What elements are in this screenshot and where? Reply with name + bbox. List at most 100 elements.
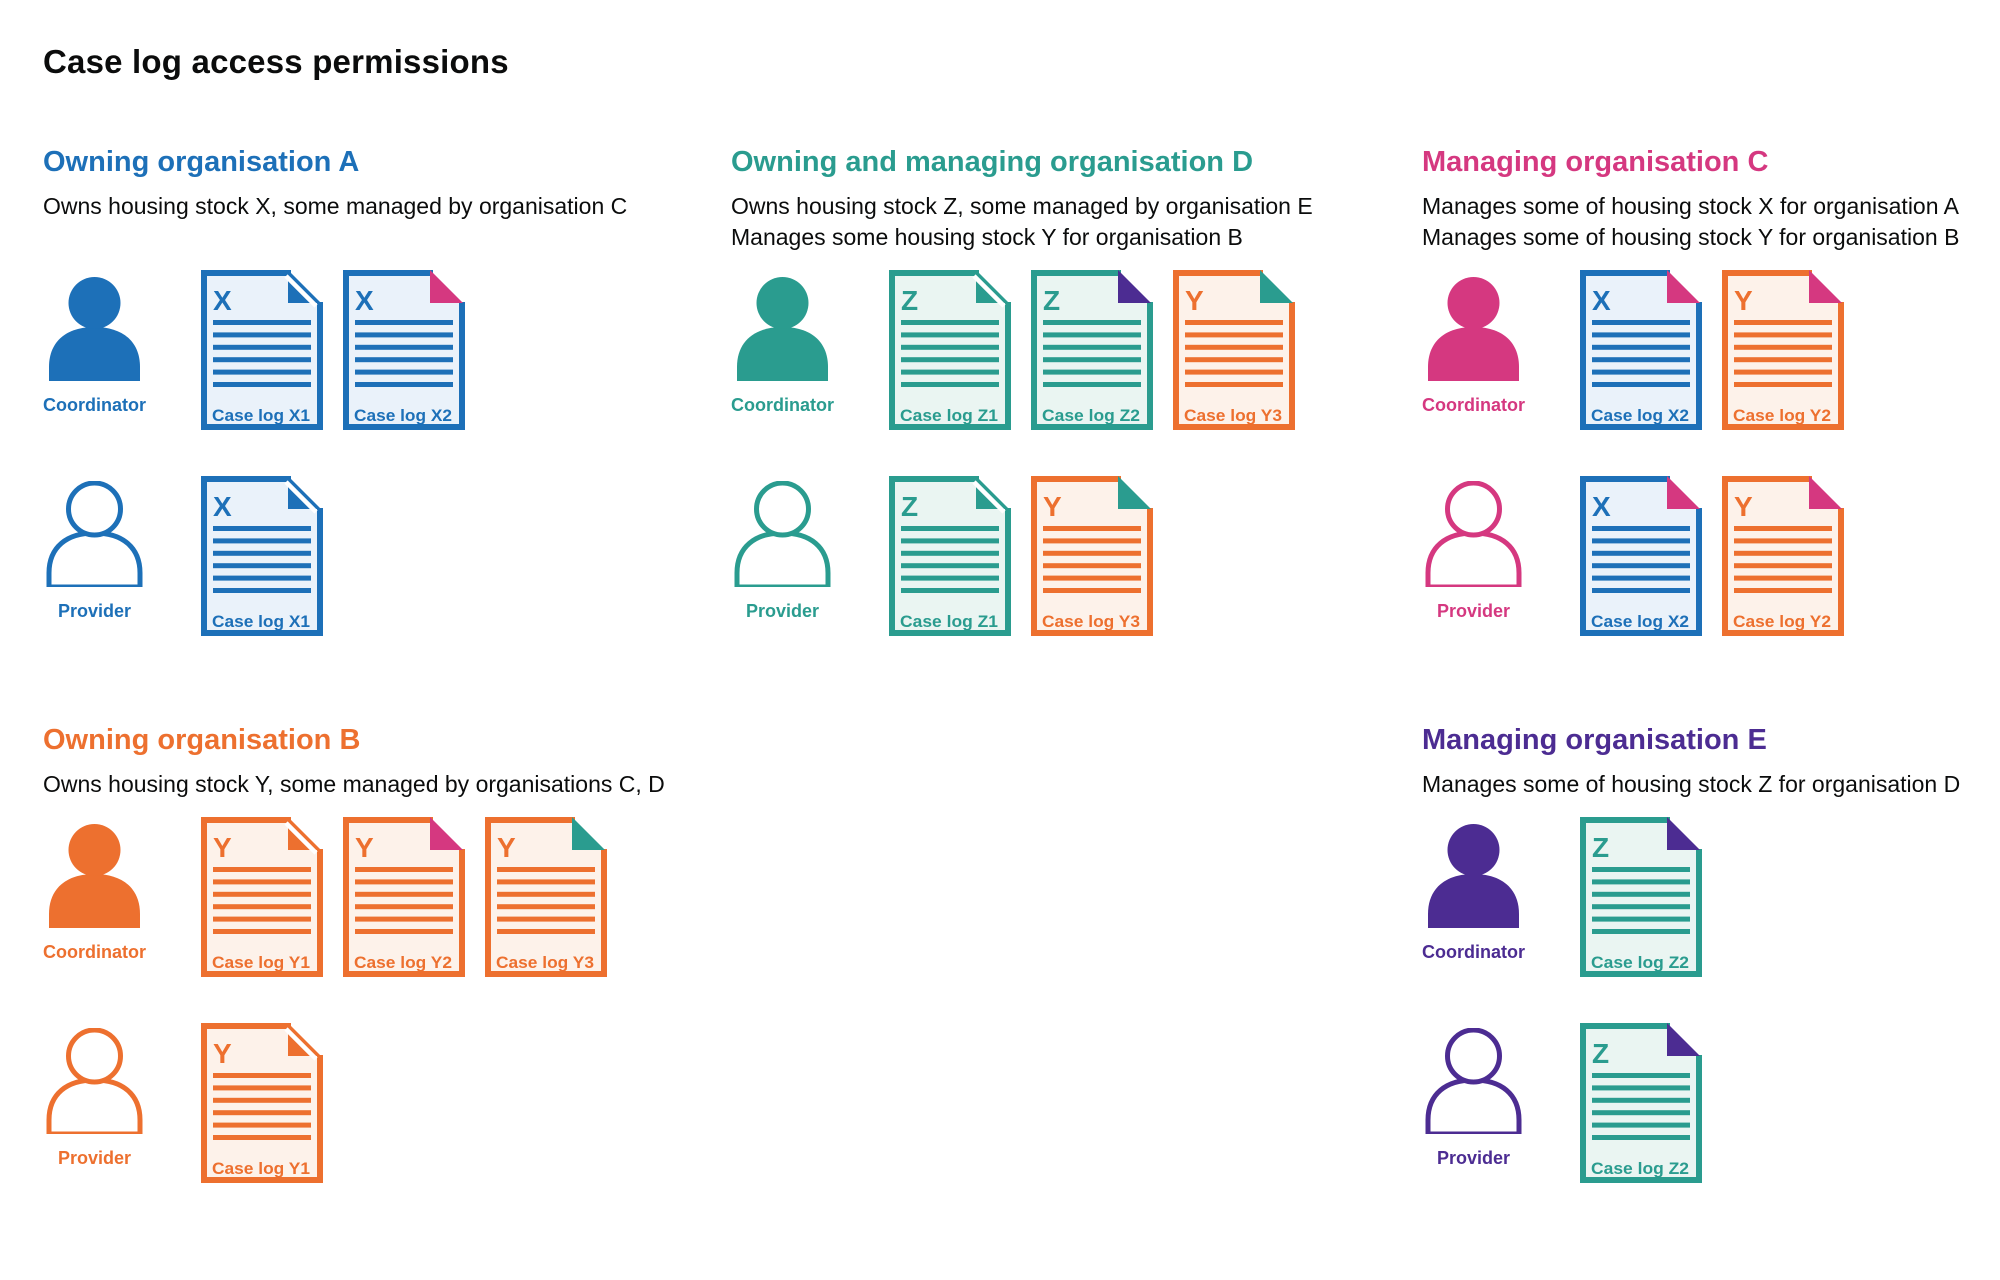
document-text-line	[497, 867, 595, 872]
case-log-document: Y Case log Y1	[201, 817, 323, 977]
coordinator-row: Coordinator X Case log X2 Y Case log Y2	[1422, 270, 2000, 430]
case-log-label: Case log Y2	[1733, 406, 1831, 425]
organisation-description: Owns housing stock X, some managed by or…	[43, 191, 731, 253]
organisations-grid: Owning organisation A Owns housing stock …	[43, 144, 2000, 1183]
case-log-documents: X Case log X2 Y Case log Y2	[1580, 270, 1844, 430]
document-page	[1176, 273, 1292, 427]
document-text-line	[901, 382, 999, 387]
document-text-line	[355, 320, 453, 325]
document-text-line	[1734, 344, 1832, 350]
document-text-line	[213, 563, 311, 569]
document-border	[1580, 476, 1702, 636]
document-page	[1583, 1026, 1699, 1180]
case-log-documents: Z Case log Z2	[1580, 817, 1702, 977]
case-log-document: Y Case log Y3	[1173, 270, 1295, 430]
document-page	[1725, 273, 1841, 427]
case-log-label: Case log X2	[1591, 612, 1689, 631]
person: Provider	[43, 1028, 146, 1169]
document-border	[201, 817, 323, 977]
folded-corner	[288, 476, 321, 509]
document-text-line	[1592, 1135, 1690, 1140]
stock-letter: Y	[497, 832, 516, 863]
document-text-line	[213, 929, 311, 934]
stock-letter: Z	[1592, 832, 1609, 863]
document-border	[1580, 1023, 1702, 1183]
case-log-documents: Y Case log Y1 Y Case log Y2 Y Case log Y3	[201, 817, 607, 977]
document-text-line	[1592, 904, 1690, 910]
document-text-line	[1734, 332, 1832, 338]
document-text-line	[901, 344, 999, 350]
folded-corner	[1809, 476, 1842, 509]
document-text-line	[1734, 538, 1832, 544]
organisation-title: Managing organisation C	[1422, 146, 1769, 178]
document-text-line	[1043, 382, 1141, 387]
document-text-line	[1185, 382, 1283, 387]
folded-corner	[1118, 270, 1151, 303]
coordinator-icon	[1428, 277, 1519, 381]
document-text-line	[213, 904, 311, 910]
document-text-line	[1592, 538, 1690, 544]
description-line: Owns housing stock Y, some managed by or…	[43, 771, 665, 797]
case-log-documents: X Case log X1 X Case log X2	[201, 270, 465, 430]
document-text-line	[1592, 929, 1690, 934]
folded-corner	[288, 1023, 321, 1056]
case-log-label: Case log Y3	[496, 953, 594, 972]
case-log-document: X Case log X1	[201, 476, 323, 636]
document-text-line	[355, 891, 453, 897]
description-line: Owns housing stock X, some managed by or…	[43, 193, 628, 219]
folded-corner	[1667, 1023, 1700, 1056]
stock-letter: X	[1592, 491, 1611, 522]
person: Coordinator	[1422, 275, 1525, 416]
document-page	[204, 820, 320, 974]
stock-letter: Z	[1592, 1038, 1609, 1069]
role-label: Provider	[745, 601, 820, 621]
folded-corner	[288, 270, 321, 303]
document-text-line	[213, 332, 311, 338]
document-text-line	[1734, 382, 1832, 387]
document-text-line	[355, 916, 453, 922]
document-text-line	[355, 369, 453, 375]
document-border	[889, 270, 1011, 430]
document-text-line	[1592, 344, 1690, 350]
person-shoulders	[49, 874, 140, 928]
document-text-line	[213, 382, 311, 387]
document-text-line	[213, 357, 311, 363]
organisation-description: Owns housing stock Y, some managed by or…	[43, 769, 731, 800]
case-log-document: X Case log X1	[201, 270, 323, 430]
people-rows: Coordinator Z Case log Z2 Provider Z Case log…	[1422, 817, 2000, 1183]
document-text-line	[213, 916, 311, 922]
document-text-line	[1592, 1110, 1690, 1116]
document-text-line	[901, 357, 999, 363]
document-text-line	[1592, 879, 1690, 885]
document-border	[889, 476, 1011, 636]
stock-letter: Y	[213, 832, 232, 863]
case-log-document: Z Case log Z2	[1580, 1023, 1702, 1183]
document-border	[343, 817, 465, 977]
document-border	[201, 270, 323, 430]
stock-letter: X	[1592, 285, 1611, 316]
document-border	[201, 1023, 323, 1183]
provider-icon	[46, 481, 143, 587]
document-text-line	[901, 538, 999, 544]
document-text-line	[1592, 1073, 1690, 1078]
document-text-line	[213, 1110, 311, 1116]
fold-crease	[972, 480, 1006, 514]
document-text-line	[1185, 369, 1283, 375]
document-page	[488, 820, 604, 974]
coordinator-icon	[49, 277, 140, 381]
coordinator-row: Coordinator Z Case log Z1 Z Case log Z2 Y Case…	[731, 270, 1422, 430]
document-text-line	[497, 916, 595, 922]
person-shoulders	[1425, 530, 1522, 587]
folded-corner	[1809, 270, 1842, 303]
stock-letter: Y	[1185, 285, 1204, 316]
document-text-line	[1592, 550, 1690, 556]
person: Provider	[731, 481, 834, 622]
document-text-line	[1592, 357, 1690, 363]
stock-letter: Z	[901, 491, 918, 522]
document-text-line	[355, 344, 453, 350]
provider-row: Provider Y Case log Y1	[43, 1023, 731, 1183]
organisation-title: Owning organisation B	[43, 724, 361, 756]
role-label: Coordinator	[1422, 395, 1525, 415]
document-text-line	[1734, 550, 1832, 556]
